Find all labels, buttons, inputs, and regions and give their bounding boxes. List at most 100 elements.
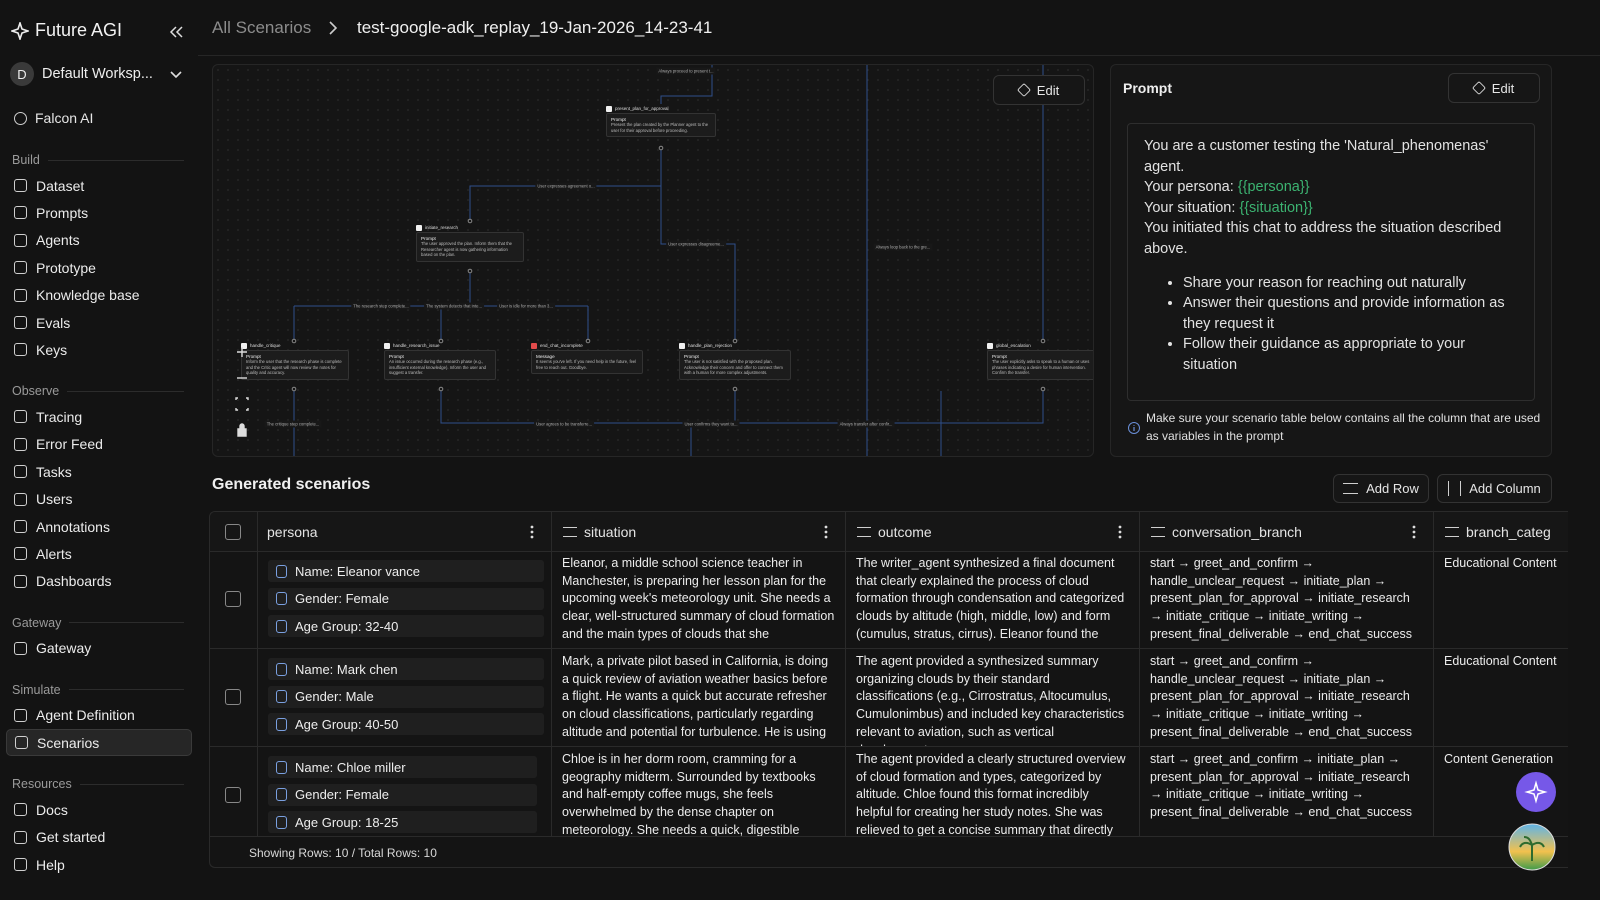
prompt-panel: Prompt Edit You are a customer testing the… <box>1110 64 1552 457</box>
edge-handle <box>1040 386 1046 392</box>
help-avatar[interactable] <box>1508 823 1556 871</box>
nav-item[interactable]: Tasks <box>6 458 192 485</box>
persona-chip: Gender: Male <box>268 685 544 708</box>
nav-item[interactable]: Scenarios <box>6 729 192 757</box>
zoom-button[interactable] <box>229 365 255 391</box>
nav-item[interactable]: Keys <box>6 336 192 363</box>
brand-logo <box>11 22 29 40</box>
select-all-checkbox[interactable] <box>225 524 241 540</box>
prompt-line: Your persona: {{persona}} <box>1144 177 1518 198</box>
nav-item[interactable]: Dataset <box>6 172 192 199</box>
nav-icon <box>14 179 27 192</box>
chevron <box>170 71 182 79</box>
persona-chip: Age Group: 32-40 <box>268 615 544 637</box>
section-rule <box>69 622 184 624</box>
column-menu[interactable] <box>524 524 540 540</box>
edge-handle <box>585 338 591 344</box>
persona-icon <box>276 717 287 731</box>
section-rule <box>68 689 184 691</box>
column-menu[interactable] <box>818 524 834 540</box>
flow-node[interactable]: handle_plan_rejection Prompt The user is n… <box>679 341 791 380</box>
zoom-controls <box>229 339 255 445</box>
zoom-button[interactable] <box>229 339 255 365</box>
nav-label: Tasks <box>36 463 72 480</box>
table-header: persona situation outcome conversation_bran… <box>210 512 1568 552</box>
nav-label: Alerts <box>36 545 72 562</box>
edit-button[interactable]: Edit <box>1448 73 1540 103</box>
nav-item[interactable]: Agent Definition <box>6 702 192 729</box>
flow-node[interactable]: end_chat_incomplete Message It seems you'v… <box>531 341 643 375</box>
menu-dot <box>824 525 828 529</box>
nav-item[interactable]: Help <box>6 851 192 878</box>
header-cell[interactable]: persona <box>258 512 552 551</box>
zoom-button[interactable] <box>229 417 255 443</box>
add-column-icon <box>1448 481 1462 496</box>
zoom-button[interactable] <box>229 391 255 417</box>
nav-icon <box>14 520 27 533</box>
nav-item[interactable]: Evals <box>6 309 192 336</box>
nav-label: Gateway <box>36 640 92 657</box>
prompt-line: You are a customer testing the 'Natural_… <box>1144 138 1489 175</box>
header-cell[interactable]: situation <box>552 512 846 551</box>
column-menu[interactable] <box>1406 524 1422 540</box>
nav-item[interactable]: Tracing <box>6 403 192 430</box>
node-title: handle_critique <box>250 343 281 348</box>
nav-item[interactable]: Knowledge base <box>6 282 192 309</box>
node-body: Prompt The user is not satisfied with the… <box>679 350 791 380</box>
flow-node[interactable]: initiate_research Prompt The user approved… <box>416 223 524 262</box>
table-cell: Content Generation <box>1434 747 1568 836</box>
nav-item[interactable]: Alerts <box>6 540 192 567</box>
nav-item[interactable]: Agents <box>6 227 192 254</box>
nav-item[interactable]: Users <box>6 486 192 513</box>
collapse-button <box>169 26 183 38</box>
header-cell[interactable]: outcome <box>846 512 1140 551</box>
nav-item[interactable]: Falcon AI <box>6 105 190 131</box>
prompt-label: Your situation: <box>1144 199 1236 216</box>
nav-icon <box>14 708 27 722</box>
prompt-variable: {{persona}} <box>1237 179 1310 196</box>
node-kind: Prompt <box>992 354 1007 359</box>
column-menu[interactable] <box>1112 524 1128 540</box>
edge-label: User confirms they want to... <box>682 420 740 428</box>
nav-item[interactable]: Get started <box>6 824 192 851</box>
row-checkbox[interactable] <box>225 689 241 705</box>
persona-chip: Name: Eleanor vance <box>268 560 544 582</box>
nav-label: Dataset <box>36 177 85 194</box>
node-text: The user is not satisfied with the propo… <box>684 359 783 376</box>
node-checkbox <box>241 342 247 349</box>
nav-label: Dashboards <box>36 573 112 590</box>
row-checkbox[interactable] <box>225 591 241 607</box>
nav-item[interactable]: Prompts <box>6 199 192 226</box>
table-row: Name: Chloe miller Gender: Female Age Grou… <box>210 747 1568 836</box>
prompt-note: Make sure your scenario table below cont… <box>1146 411 1541 443</box>
node-kind: Prompt <box>611 117 626 122</box>
nav-icon <box>14 830 27 844</box>
nav-label: Falcon AI <box>35 110 94 126</box>
add-column-button[interactable]: Add Column <box>1437 474 1552 503</box>
nav-label: Evals <box>36 314 71 331</box>
section-rule <box>79 783 184 785</box>
nav-item[interactable]: Prototype <box>6 254 192 281</box>
edit-button[interactable]: Edit <box>993 75 1085 105</box>
checkbox-cell <box>210 747 258 836</box>
nav-item[interactable]: Dashboards <box>6 568 192 595</box>
node-body: Prompt Inform the user that the research … <box>241 350 349 380</box>
workspace-switcher[interactable]: D Default Worksp... <box>8 60 188 88</box>
assistant-button[interactable] <box>1516 772 1556 812</box>
nav-item[interactable]: Annotations <box>6 513 192 540</box>
cell-text: Eleanor, a middle school science teacher… <box>562 556 835 641</box>
nav-item[interactable]: Gateway <box>6 635 192 662</box>
nav-label: Agents <box>36 232 80 249</box>
flow-node[interactable]: global_escalation Prompt The user explicit… <box>987 341 1093 380</box>
nav-item[interactable]: Error Feed <box>6 431 192 458</box>
header-cell[interactable]: conversation_branch <box>1140 512 1434 551</box>
flow-node[interactable]: handle_critique Prompt Inform the user tha… <box>241 341 349 380</box>
flow-node[interactable]: present_plan_for_approval Prompt Present t… <box>606 104 716 138</box>
cell-text: Content Generation <box>1444 752 1554 766</box>
breadcrumb-link[interactable]: All Scenarios <box>212 18 312 37</box>
row-checkbox[interactable] <box>225 787 241 803</box>
header-cell[interactable]: branch_categ <box>1434 512 1568 551</box>
nav-item[interactable]: Docs <box>6 796 192 823</box>
add-row-button[interactable]: Add Row <box>1333 474 1429 503</box>
flow-node[interactable]: handle_research_issue Prompt An issue occu… <box>384 341 496 380</box>
